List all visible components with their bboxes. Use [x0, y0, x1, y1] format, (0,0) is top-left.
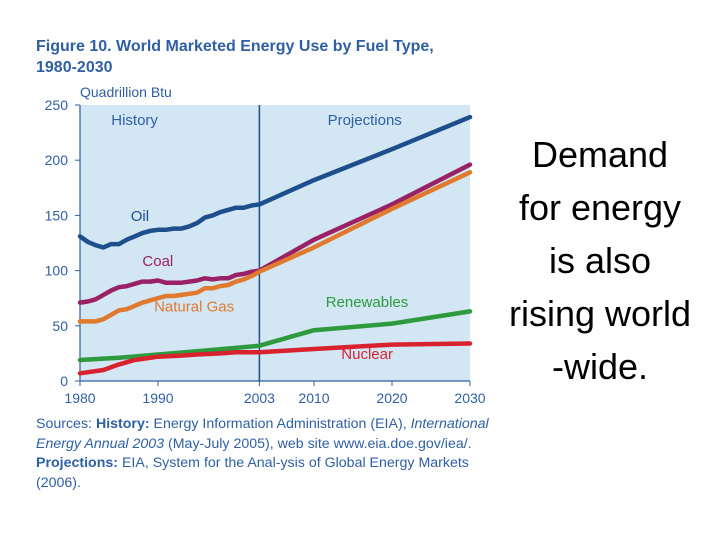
series-label-renewables: Renewables: [326, 294, 409, 311]
region-label: History: [111, 112, 158, 129]
x-tick-label: 2003: [244, 390, 275, 406]
sources-note: Sources: History: Energy Information Adm…: [36, 415, 498, 493]
series-line-natural-gas: [77, 170, 473, 324]
sources-projections-text: EIA, System for the Anal-ysis of Global …: [36, 455, 469, 491]
sources-pub-tail: (May-July 2005), web site: [168, 435, 330, 452]
figure-number: Figure 10.: [36, 38, 112, 55]
sources-url: www.eia.doe.gov/iea/.: [333, 435, 472, 452]
y-tick-label: 50: [52, 318, 68, 334]
x-tick-label: 1980: [64, 390, 95, 406]
y-tick-label: 250: [45, 97, 69, 113]
series-line-coal: [77, 162, 473, 305]
series-label-natural-gas: Natural Gas: [154, 298, 234, 315]
figure-title: Figure 10. World Marketed Energy Use by …: [36, 36, 476, 78]
series-label-nuclear: Nuclear: [341, 346, 393, 363]
sources-history-label: History:: [95, 416, 150, 432]
side-caption-line-1: Demand: [531, 134, 669, 175]
side-caption-line-2: for energy: [518, 187, 682, 228]
side-caption: Demand for energy is also rising world -…: [490, 128, 710, 393]
sources-lead: Sources:: [36, 416, 92, 432]
region-label: Projections: [328, 112, 402, 129]
x-tick-label: 1990: [142, 390, 173, 406]
series-label-oil: Oil: [131, 208, 149, 225]
series-line-renewables: [77, 309, 473, 363]
plot-background: [80, 105, 470, 381]
y-tick-label: 150: [45, 207, 69, 223]
y-tick-label: 200: [45, 152, 69, 168]
x-tick-label: 2010: [298, 390, 329, 406]
series-label-coal: Coal: [142, 253, 173, 270]
y-tick-label: 100: [45, 263, 69, 279]
y-axis-unit-label: Quadrillion Btu: [80, 84, 172, 100]
y-tick-label: 0: [60, 373, 68, 389]
side-caption-line-3: is also: [548, 240, 652, 281]
x-tick-label: 2030: [454, 390, 485, 406]
x-tick-label: 2020: [376, 390, 407, 406]
figure-title-text: World Marketed Energy Use by Fuel Type, …: [36, 38, 434, 76]
sources-publication: International Energy Annual 2003: [36, 416, 489, 452]
series-line-oil: [77, 114, 473, 250]
sources-history-org: Energy Information Administration (EIA),: [153, 416, 407, 432]
series-line-nuclear: [77, 341, 473, 376]
side-caption-line-5: -wide.: [551, 346, 649, 387]
side-caption-line-4: rising world: [508, 293, 692, 334]
sources-projections-label: Projections:: [36, 455, 118, 471]
